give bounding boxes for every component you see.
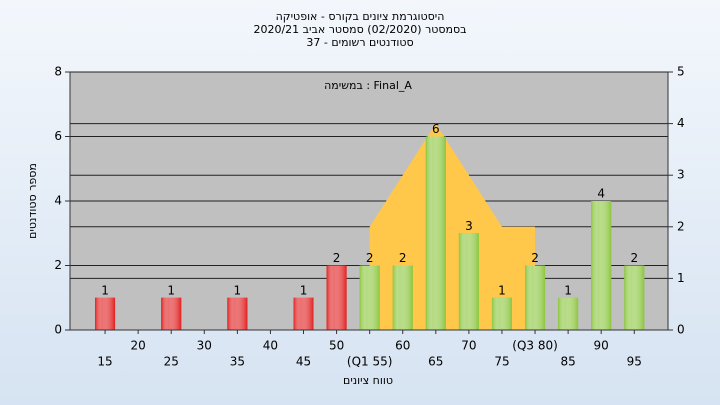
value-label: 6 bbox=[432, 122, 440, 136]
bar bbox=[95, 297, 116, 330]
x-tick-label: 90 bbox=[594, 339, 609, 353]
y-tick-label: 4 bbox=[54, 194, 62, 208]
value-label: 1 bbox=[101, 283, 109, 297]
bar bbox=[624, 265, 645, 330]
title-line: בסמסטר (02/2020) סמסטר אביב 2020/21 bbox=[253, 23, 466, 36]
y2-tick-label: 2 bbox=[677, 219, 685, 233]
y-axis-label: מספר סטודנטים bbox=[26, 163, 39, 239]
bar bbox=[425, 136, 446, 330]
x-tick-label: 25 bbox=[164, 355, 179, 369]
bar bbox=[293, 297, 314, 330]
value-label: 3 bbox=[465, 219, 473, 233]
bar bbox=[359, 265, 380, 330]
y-tick-label: 0 bbox=[54, 323, 62, 337]
bar bbox=[558, 297, 579, 330]
x-tick-label: 50 bbox=[329, 339, 344, 353]
x-tick-label: 85 bbox=[560, 355, 575, 369]
y-tick-label: 8 bbox=[54, 65, 62, 79]
value-label: 2 bbox=[531, 251, 539, 265]
x-tick-label: 45 bbox=[296, 355, 311, 369]
value-label: 1 bbox=[564, 283, 572, 297]
y2-tick-label: 1 bbox=[677, 271, 685, 285]
x-tick-label: 95 bbox=[627, 355, 642, 369]
title-line: היסטוגרמת ציונים בקורס - אופטיקה bbox=[276, 10, 445, 23]
x-tick-label: 65 bbox=[428, 355, 443, 369]
x-axis-label: טווח ציונים bbox=[343, 374, 393, 387]
x-tick-label: (Q3 80) bbox=[512, 339, 558, 353]
x-tick-label: 20 bbox=[130, 339, 145, 353]
value-label: 1 bbox=[167, 283, 175, 297]
value-label: 1 bbox=[300, 283, 308, 297]
title-line: סטודנטים רשומים - 37 bbox=[306, 36, 413, 49]
bar bbox=[392, 265, 413, 330]
y-tick-label: 6 bbox=[54, 129, 62, 143]
x-tick-label: 30 bbox=[197, 339, 212, 353]
value-label: 2 bbox=[366, 251, 374, 265]
y2-tick-label: 5 bbox=[677, 65, 685, 79]
value-label: 4 bbox=[597, 187, 605, 201]
bar bbox=[227, 297, 248, 330]
value-label: 2 bbox=[399, 251, 407, 265]
x-tick-label: (Q1 55) bbox=[347, 355, 393, 369]
value-label: 2 bbox=[333, 251, 341, 265]
x-tick-label: 15 bbox=[97, 355, 112, 369]
annotation: Final_A : במשימה bbox=[324, 79, 412, 92]
x-tick-label: 35 bbox=[230, 355, 245, 369]
x-tick-label: 75 bbox=[494, 355, 509, 369]
y2-tick-label: 4 bbox=[677, 116, 685, 130]
x-tick-label: 70 bbox=[461, 339, 476, 353]
y2-tick-label: 3 bbox=[677, 168, 685, 182]
bar bbox=[491, 297, 512, 330]
x-tick-label: 60 bbox=[395, 339, 410, 353]
value-label: 2 bbox=[630, 251, 638, 265]
bar bbox=[591, 201, 612, 330]
bar bbox=[525, 265, 546, 330]
value-label: 1 bbox=[234, 283, 242, 297]
value-label: 1 bbox=[498, 283, 506, 297]
x-tick-label: 40 bbox=[263, 339, 278, 353]
bar bbox=[161, 297, 182, 330]
y2-tick-label: 0 bbox=[677, 323, 685, 337]
bar bbox=[458, 233, 479, 330]
y-tick-label: 2 bbox=[54, 258, 62, 272]
bar bbox=[326, 265, 347, 330]
